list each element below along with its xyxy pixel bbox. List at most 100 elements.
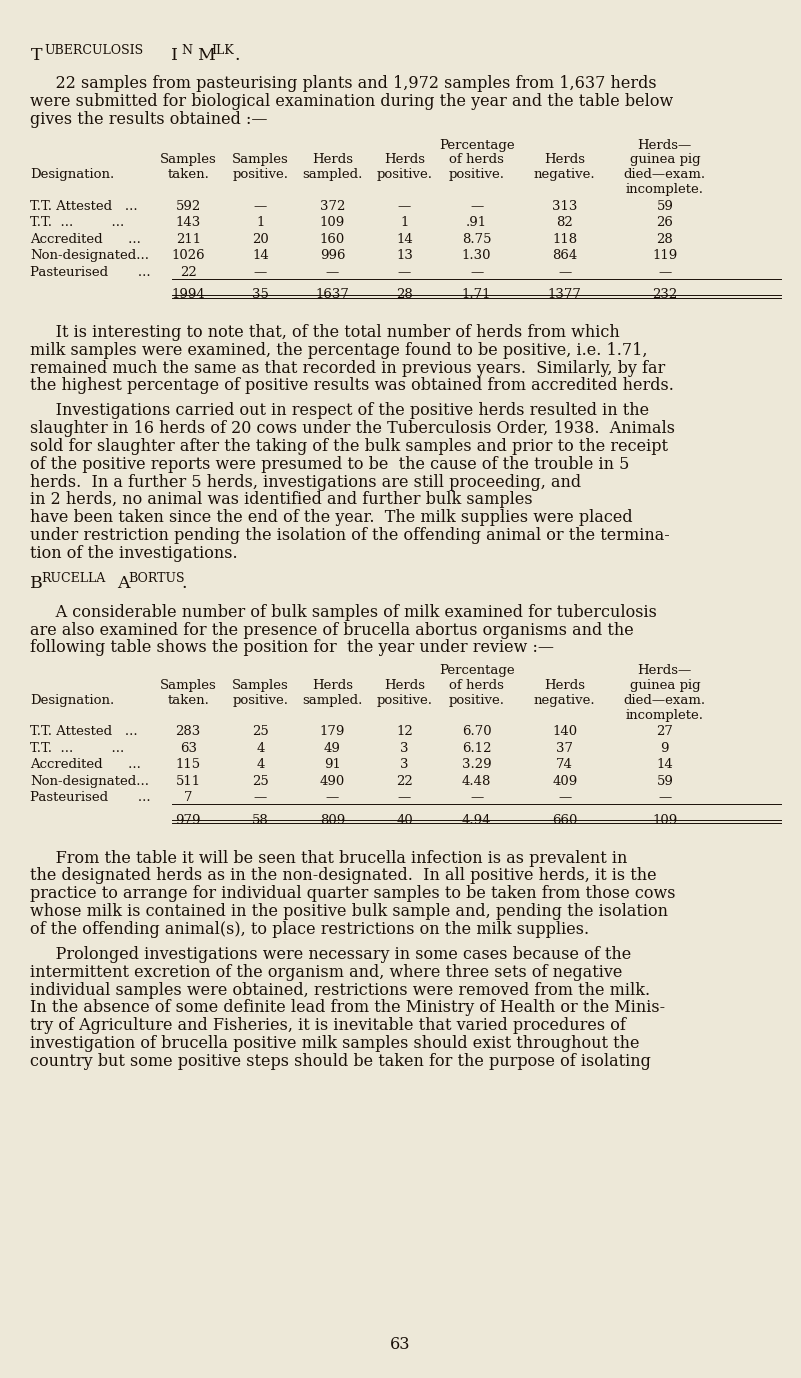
Text: positive.: positive. bbox=[376, 168, 433, 181]
Text: under restriction pending the isolation of the offending animal or the termina-: under restriction pending the isolation … bbox=[30, 528, 670, 544]
Text: —: — bbox=[658, 791, 671, 805]
Text: Non-designated...: Non-designated... bbox=[30, 774, 150, 788]
Text: positive.: positive. bbox=[232, 168, 288, 181]
Text: milk samples were examined, the percentage found to be positive, i.e. 1.71,: milk samples were examined, the percenta… bbox=[30, 342, 648, 358]
Text: 7: 7 bbox=[184, 791, 192, 805]
Text: —: — bbox=[558, 266, 571, 278]
Text: T: T bbox=[30, 47, 42, 63]
Text: were submitted for biological examination during the year and the table below: were submitted for biological examinatio… bbox=[30, 94, 674, 110]
Text: positive.: positive. bbox=[449, 693, 505, 707]
Text: Designation.: Designation. bbox=[30, 693, 115, 707]
Text: remained much the same as that recorded in previous years.  Similarly, by far: remained much the same as that recorded … bbox=[30, 360, 666, 376]
Text: of herds: of herds bbox=[449, 153, 504, 167]
Text: 4: 4 bbox=[256, 741, 264, 755]
Text: 119: 119 bbox=[652, 249, 678, 262]
Text: Accredited      ...: Accredited ... bbox=[30, 758, 141, 772]
Text: 6.70: 6.70 bbox=[462, 725, 491, 739]
Text: 511: 511 bbox=[175, 774, 201, 788]
Text: Investigations carried out in respect of the positive herds resulted in the: Investigations carried out in respect of… bbox=[30, 402, 650, 419]
Text: 28: 28 bbox=[396, 288, 413, 302]
Text: 49: 49 bbox=[324, 741, 341, 755]
Text: 8.75: 8.75 bbox=[462, 233, 491, 245]
Text: 118: 118 bbox=[552, 233, 578, 245]
Text: try of Agriculture and Fisheries, it is inevitable that varied procedures of: try of Agriculture and Fisheries, it is … bbox=[30, 1017, 626, 1035]
Text: 1637: 1637 bbox=[316, 288, 349, 302]
Text: —: — bbox=[470, 791, 483, 805]
Text: Herds: Herds bbox=[544, 153, 586, 167]
Text: 91: 91 bbox=[324, 758, 341, 772]
Text: 6.12: 6.12 bbox=[462, 741, 491, 755]
Text: 592: 592 bbox=[175, 200, 201, 212]
Text: 160: 160 bbox=[320, 233, 345, 245]
Text: slaughter in 16 herds of 20 cows under the Tuberculosis Order, 1938.  Animals: slaughter in 16 herds of 20 cows under t… bbox=[30, 420, 675, 437]
Text: taken.: taken. bbox=[167, 693, 209, 707]
Text: Herds—: Herds— bbox=[638, 664, 692, 678]
Text: are also examined for the presence of brucella abortus organisms and the: are also examined for the presence of br… bbox=[30, 621, 634, 638]
Text: 22: 22 bbox=[180, 266, 196, 278]
Text: in 2 herds, no animal was identified and further bulk samples: in 2 herds, no animal was identified and… bbox=[30, 492, 533, 508]
Text: 232: 232 bbox=[652, 288, 678, 302]
Text: Herds: Herds bbox=[384, 153, 425, 167]
Text: 211: 211 bbox=[175, 233, 201, 245]
Text: —: — bbox=[398, 266, 411, 278]
Text: Non-designated...: Non-designated... bbox=[30, 249, 150, 262]
Text: 283: 283 bbox=[175, 725, 201, 739]
Text: Pasteurised       ...: Pasteurised ... bbox=[30, 266, 151, 278]
Text: 490: 490 bbox=[320, 774, 345, 788]
Text: 27: 27 bbox=[656, 725, 674, 739]
Text: gives the results obtained :—: gives the results obtained :— bbox=[30, 112, 268, 128]
Text: —: — bbox=[658, 266, 671, 278]
Text: A: A bbox=[117, 575, 130, 593]
Text: 3: 3 bbox=[400, 741, 409, 755]
Text: —: — bbox=[254, 200, 267, 212]
Text: 409: 409 bbox=[552, 774, 578, 788]
Text: 82: 82 bbox=[557, 216, 573, 229]
Text: Samples: Samples bbox=[232, 153, 288, 167]
Text: BORTUS: BORTUS bbox=[128, 572, 185, 586]
Text: negative.: negative. bbox=[534, 693, 595, 707]
Text: died—exam.: died—exam. bbox=[624, 168, 706, 181]
Text: 35: 35 bbox=[252, 288, 269, 302]
Text: 63: 63 bbox=[390, 1337, 411, 1353]
Text: 4.48: 4.48 bbox=[462, 774, 491, 788]
Text: Designation.: Designation. bbox=[30, 168, 115, 181]
Text: sampled.: sampled. bbox=[302, 168, 363, 181]
Text: of herds: of herds bbox=[449, 679, 504, 692]
Text: 4.94: 4.94 bbox=[462, 814, 491, 827]
Text: N: N bbox=[181, 44, 192, 56]
Text: investigation of brucella positive milk samples should exist throughout the: investigation of brucella positive milk … bbox=[30, 1035, 640, 1051]
Text: 37: 37 bbox=[556, 741, 574, 755]
Text: —: — bbox=[326, 791, 339, 805]
Text: 3.29: 3.29 bbox=[462, 758, 491, 772]
Text: herds.  In a further 5 herds, investigations are still proceeding, and: herds. In a further 5 herds, investigati… bbox=[30, 474, 582, 491]
Text: positive.: positive. bbox=[449, 168, 505, 181]
Text: Prolonged investigations were necessary in some cases because of the: Prolonged investigations were necessary … bbox=[30, 945, 632, 963]
Text: 313: 313 bbox=[552, 200, 578, 212]
Text: T.T.  ...         ...: T.T. ... ... bbox=[30, 741, 125, 755]
Text: It is interesting to note that, of the total number of herds from which: It is interesting to note that, of the t… bbox=[30, 324, 620, 340]
Text: 63: 63 bbox=[179, 741, 197, 755]
Text: 58: 58 bbox=[252, 814, 268, 827]
Text: 25: 25 bbox=[252, 725, 268, 739]
Text: 140: 140 bbox=[552, 725, 578, 739]
Text: Herds—: Herds— bbox=[638, 139, 692, 152]
Text: guinea pig: guinea pig bbox=[630, 153, 700, 167]
Text: incomplete.: incomplete. bbox=[626, 708, 704, 722]
Text: 1.71: 1.71 bbox=[462, 288, 491, 302]
Text: 59: 59 bbox=[656, 200, 674, 212]
Text: Percentage: Percentage bbox=[439, 139, 514, 152]
Text: T.T. Attested   ...: T.T. Attested ... bbox=[30, 200, 138, 212]
Text: 809: 809 bbox=[320, 814, 345, 827]
Text: 59: 59 bbox=[656, 774, 674, 788]
Text: M: M bbox=[197, 47, 215, 63]
Text: tion of the investigations.: tion of the investigations. bbox=[30, 544, 238, 562]
Text: 1.30: 1.30 bbox=[462, 249, 491, 262]
Text: —: — bbox=[398, 200, 411, 212]
Text: From the table it will be seen that brucella infection is as prevalent in: From the table it will be seen that bruc… bbox=[30, 850, 628, 867]
Text: 1994: 1994 bbox=[171, 288, 205, 302]
Text: 22 samples from pasteurising plants and 1,972 samples from 1,637 herds: 22 samples from pasteurising plants and … bbox=[30, 76, 657, 92]
Text: guinea pig: guinea pig bbox=[630, 679, 700, 692]
Text: intermittent excretion of the organism and, where three sets of negative: intermittent excretion of the organism a… bbox=[30, 963, 623, 981]
Text: 3: 3 bbox=[400, 758, 409, 772]
Text: of the positive reports were presumed to be  the cause of the trouble in 5: of the positive reports were presumed to… bbox=[30, 456, 630, 473]
